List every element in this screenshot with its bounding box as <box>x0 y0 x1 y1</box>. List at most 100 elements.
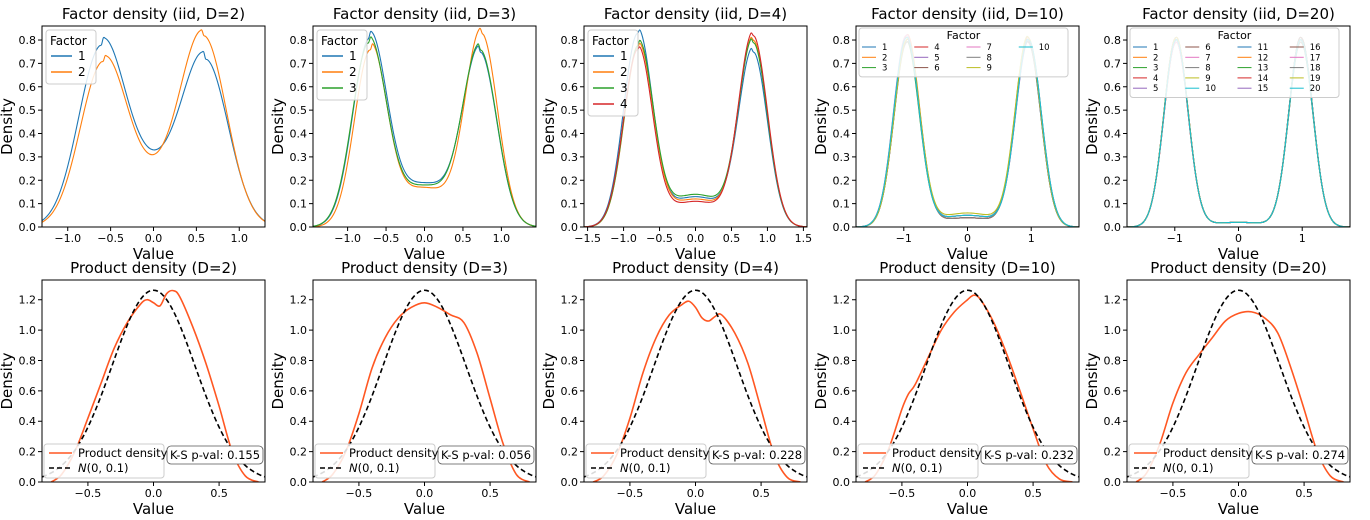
legend-label: Product density <box>1163 446 1253 460</box>
legend-label: 3 <box>882 64 887 74</box>
legend-box <box>858 27 1069 78</box>
legend-label: 2 <box>620 65 628 79</box>
x-tick-label: −1.0 <box>610 232 637 245</box>
y-tick-label: 0.7 <box>833 57 851 70</box>
y-tick-label: 0.6 <box>833 385 851 398</box>
x-axis-label: Value <box>133 500 174 516</box>
x-tick-label: −0.5 <box>646 232 673 245</box>
y-tick-label: 0.2 <box>19 446 37 459</box>
legend-box <box>316 29 368 101</box>
y-axis-label: Density <box>812 98 830 155</box>
x-tick-label: 0.0 <box>145 487 163 500</box>
legend-label-rest: (0, 0.1) <box>1172 461 1214 475</box>
series-line-4 <box>584 32 807 227</box>
legend-label-rest: (0, 0.1) <box>901 461 943 475</box>
legend-label: 17 <box>1310 53 1321 63</box>
legend-label: 8 <box>1205 64 1210 74</box>
y-tick-label: 0.6 <box>19 81 37 94</box>
legend-label: 2 <box>882 53 887 63</box>
y-tick-label: 0.8 <box>19 354 37 367</box>
legend-label: 2 <box>349 65 357 79</box>
legend-label: N(0, 0.1) <box>78 461 129 475</box>
legend-label: N(0, 0.1) <box>620 461 671 475</box>
x-axis-label: Value <box>1218 500 1259 516</box>
legend-label: 6 <box>934 64 939 74</box>
subplot-title: Product density (D=4) <box>612 259 779 277</box>
y-tick-label: 0.2 <box>561 446 579 459</box>
legend-label: 14 <box>1258 74 1269 84</box>
y-tick-label: 0.2 <box>19 174 37 187</box>
y-tick-label: 0.4 <box>1104 415 1122 428</box>
y-tick-label: 0.5 <box>19 104 37 117</box>
y-tick-label: 0.4 <box>561 415 579 428</box>
legend-title: Factor <box>592 34 629 48</box>
legend-label: 1 <box>882 43 887 53</box>
legend-label-rest: (0, 0.1) <box>358 461 400 475</box>
y-tick-label: 0.0 <box>290 476 308 489</box>
y-tick-label: 0.4 <box>19 415 37 428</box>
subplot-3: Factor density (iid, D=4) −1.5 −1.0 −0.5 0.0… <box>540 5 812 263</box>
legend-label: N(0, 0.1) <box>892 461 943 475</box>
legend-label: Product density <box>892 446 982 460</box>
y-tick-label: 0.7 <box>1104 57 1122 70</box>
legend-label: Product density <box>620 446 710 460</box>
y-tick-label: 0.3 <box>561 151 579 164</box>
x-axis-label: Value <box>404 500 445 516</box>
y-tick-label: 0.4 <box>290 415 308 428</box>
legend-label: 2 <box>1153 53 1158 63</box>
y-tick-label: 0.4 <box>561 128 579 141</box>
ks-annotation-box <box>166 445 264 465</box>
legend-title: Factor <box>947 29 981 42</box>
y-tick-label: 1.2 <box>833 294 851 307</box>
y-tick-label: 0.6 <box>833 81 851 94</box>
subplot-title: Factor density (iid, D=3) <box>333 5 516 23</box>
x-tick-label: 0.5 <box>1295 487 1313 500</box>
legend-box <box>314 443 436 479</box>
ks-annotation-text: K-S p-val: 0.274 <box>1255 448 1345 462</box>
x-axis-label: Value <box>133 245 174 263</box>
legend-label: 12 <box>1258 53 1269 63</box>
x-tick-label: 0.0 <box>959 487 977 500</box>
subplot-title: Product density (D=2) <box>70 259 237 277</box>
series-line-20 <box>1127 39 1350 227</box>
x-tick-label: 0.0 <box>416 487 434 500</box>
x-tick-label: 1.0 <box>493 232 511 245</box>
x-tick-label: −0.5 <box>889 487 916 500</box>
legend-box <box>587 29 639 117</box>
legend-label-rest: (0, 0.1) <box>87 461 129 475</box>
x-axis-label: Value <box>675 245 716 263</box>
legend-label: 5 <box>934 53 939 63</box>
legend-label: Product density <box>78 446 168 460</box>
y-tick-label: 0.4 <box>833 128 851 141</box>
legend-box <box>585 443 707 479</box>
x-tick-label: 0.0 <box>1230 487 1248 500</box>
legend-title: Factor <box>1218 29 1252 42</box>
y-tick-label: 0.2 <box>1104 174 1122 187</box>
ks-annotation-text: K-S p-val: 0.056 <box>441 448 531 462</box>
x-tick-label: 1 <box>1028 232 1035 245</box>
subplot-title: Factor density (iid, D=20) <box>1142 5 1335 23</box>
subplot-title: Factor density (iid, D=4) <box>604 5 787 23</box>
x-tick-label: −0.5 <box>617 487 644 500</box>
x-tick-label: 1 <box>1299 232 1306 245</box>
x-tick-label: −1.5 <box>574 232 601 245</box>
legend-label-rest: (0, 0.1) <box>629 461 671 475</box>
y-tick-label: 0.6 <box>1104 81 1122 94</box>
legend-label: N(0, 0.1) <box>349 461 400 475</box>
legend-label: 2 <box>78 65 86 79</box>
y-tick-label: 0.8 <box>833 34 851 47</box>
subplot-1: Factor density (iid, D=2) −1.0 −0.5 0.0 0.5 1… <box>0 5 266 263</box>
y-tick-label: 0.3 <box>290 151 308 164</box>
x-tick-label: 0.5 <box>188 232 206 245</box>
y-axis-label: Density <box>0 352 16 409</box>
x-tick-label: −1 <box>1167 232 1183 245</box>
y-tick-label: 0.5 <box>833 104 851 117</box>
y-tick-label: 0.8 <box>1104 354 1122 367</box>
series-line-1 <box>1135 310 1344 482</box>
x-tick-label: 0.5 <box>723 232 741 245</box>
y-tick-label: 1.0 <box>833 324 851 337</box>
x-axis-label: Value <box>675 500 716 516</box>
